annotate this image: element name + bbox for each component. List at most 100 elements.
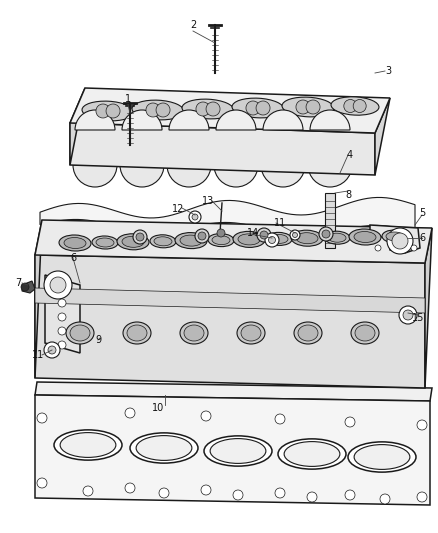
Ellipse shape	[212, 236, 230, 245]
Ellipse shape	[354, 231, 376, 243]
Circle shape	[345, 490, 355, 500]
Ellipse shape	[150, 235, 176, 248]
Text: 3: 3	[385, 66, 391, 76]
Polygon shape	[35, 220, 42, 378]
Ellipse shape	[175, 232, 207, 248]
Ellipse shape	[296, 233, 318, 244]
Ellipse shape	[184, 325, 204, 341]
Ellipse shape	[123, 322, 151, 344]
Polygon shape	[370, 225, 420, 253]
Circle shape	[353, 100, 366, 112]
Circle shape	[195, 229, 209, 243]
Circle shape	[96, 104, 110, 118]
Ellipse shape	[382, 230, 408, 243]
Ellipse shape	[182, 99, 234, 119]
Circle shape	[189, 211, 201, 223]
Ellipse shape	[241, 325, 261, 341]
Circle shape	[275, 414, 285, 424]
Ellipse shape	[232, 98, 284, 118]
Circle shape	[265, 233, 279, 247]
Text: 6: 6	[419, 233, 425, 243]
Circle shape	[399, 306, 417, 324]
Ellipse shape	[60, 433, 116, 457]
Wedge shape	[169, 110, 209, 130]
Polygon shape	[40, 197, 415, 236]
Circle shape	[275, 488, 285, 498]
Circle shape	[380, 494, 390, 504]
Ellipse shape	[386, 232, 404, 241]
Circle shape	[159, 488, 169, 498]
Ellipse shape	[284, 442, 340, 466]
Text: 4: 4	[347, 150, 353, 160]
Ellipse shape	[204, 436, 272, 466]
Circle shape	[322, 230, 330, 238]
Circle shape	[392, 233, 408, 249]
Ellipse shape	[294, 322, 322, 344]
Wedge shape	[73, 165, 117, 187]
Bar	[325, 193, 335, 248]
Polygon shape	[35, 288, 425, 313]
Polygon shape	[45, 275, 80, 353]
Text: 7: 7	[15, 278, 21, 288]
Ellipse shape	[351, 322, 379, 344]
Text: 13: 13	[202, 196, 214, 206]
Ellipse shape	[92, 236, 118, 249]
Polygon shape	[70, 88, 390, 133]
Text: 9: 9	[95, 335, 101, 345]
Wedge shape	[263, 110, 303, 130]
Circle shape	[411, 245, 417, 251]
Ellipse shape	[210, 439, 266, 463]
Circle shape	[58, 313, 66, 321]
Circle shape	[233, 490, 243, 500]
Ellipse shape	[354, 445, 410, 470]
Circle shape	[375, 245, 381, 251]
Ellipse shape	[266, 232, 292, 245]
Ellipse shape	[82, 101, 134, 121]
Circle shape	[125, 483, 135, 493]
Circle shape	[156, 103, 170, 117]
Polygon shape	[70, 123, 375, 175]
Wedge shape	[120, 165, 164, 187]
Circle shape	[256, 101, 270, 115]
Wedge shape	[261, 165, 305, 187]
Ellipse shape	[238, 234, 260, 245]
Circle shape	[201, 411, 211, 421]
Text: 11: 11	[274, 218, 286, 228]
Ellipse shape	[59, 235, 91, 251]
Ellipse shape	[117, 234, 149, 250]
Polygon shape	[35, 255, 425, 388]
Circle shape	[44, 271, 72, 299]
Circle shape	[37, 413, 47, 423]
Circle shape	[306, 100, 320, 114]
Ellipse shape	[64, 238, 86, 248]
Ellipse shape	[331, 97, 379, 115]
Circle shape	[307, 492, 317, 502]
Circle shape	[58, 341, 66, 349]
Wedge shape	[308, 165, 352, 187]
Circle shape	[290, 230, 300, 240]
Ellipse shape	[70, 325, 90, 341]
Circle shape	[344, 100, 357, 112]
Circle shape	[296, 100, 310, 114]
Ellipse shape	[233, 231, 265, 247]
Circle shape	[345, 417, 355, 427]
Ellipse shape	[122, 236, 144, 247]
Text: 11: 11	[32, 350, 44, 360]
Ellipse shape	[127, 325, 147, 341]
Ellipse shape	[298, 325, 318, 341]
Circle shape	[133, 230, 147, 244]
Wedge shape	[167, 165, 211, 187]
Ellipse shape	[180, 322, 208, 344]
Circle shape	[268, 237, 276, 244]
Polygon shape	[35, 395, 430, 505]
Ellipse shape	[130, 433, 198, 463]
Polygon shape	[35, 220, 432, 263]
Polygon shape	[375, 98, 390, 175]
Circle shape	[257, 228, 271, 242]
Text: 14: 14	[247, 228, 259, 238]
Circle shape	[217, 229, 225, 237]
Text: 6: 6	[70, 253, 76, 263]
Circle shape	[293, 232, 297, 238]
Circle shape	[136, 233, 144, 241]
Polygon shape	[35, 382, 432, 401]
